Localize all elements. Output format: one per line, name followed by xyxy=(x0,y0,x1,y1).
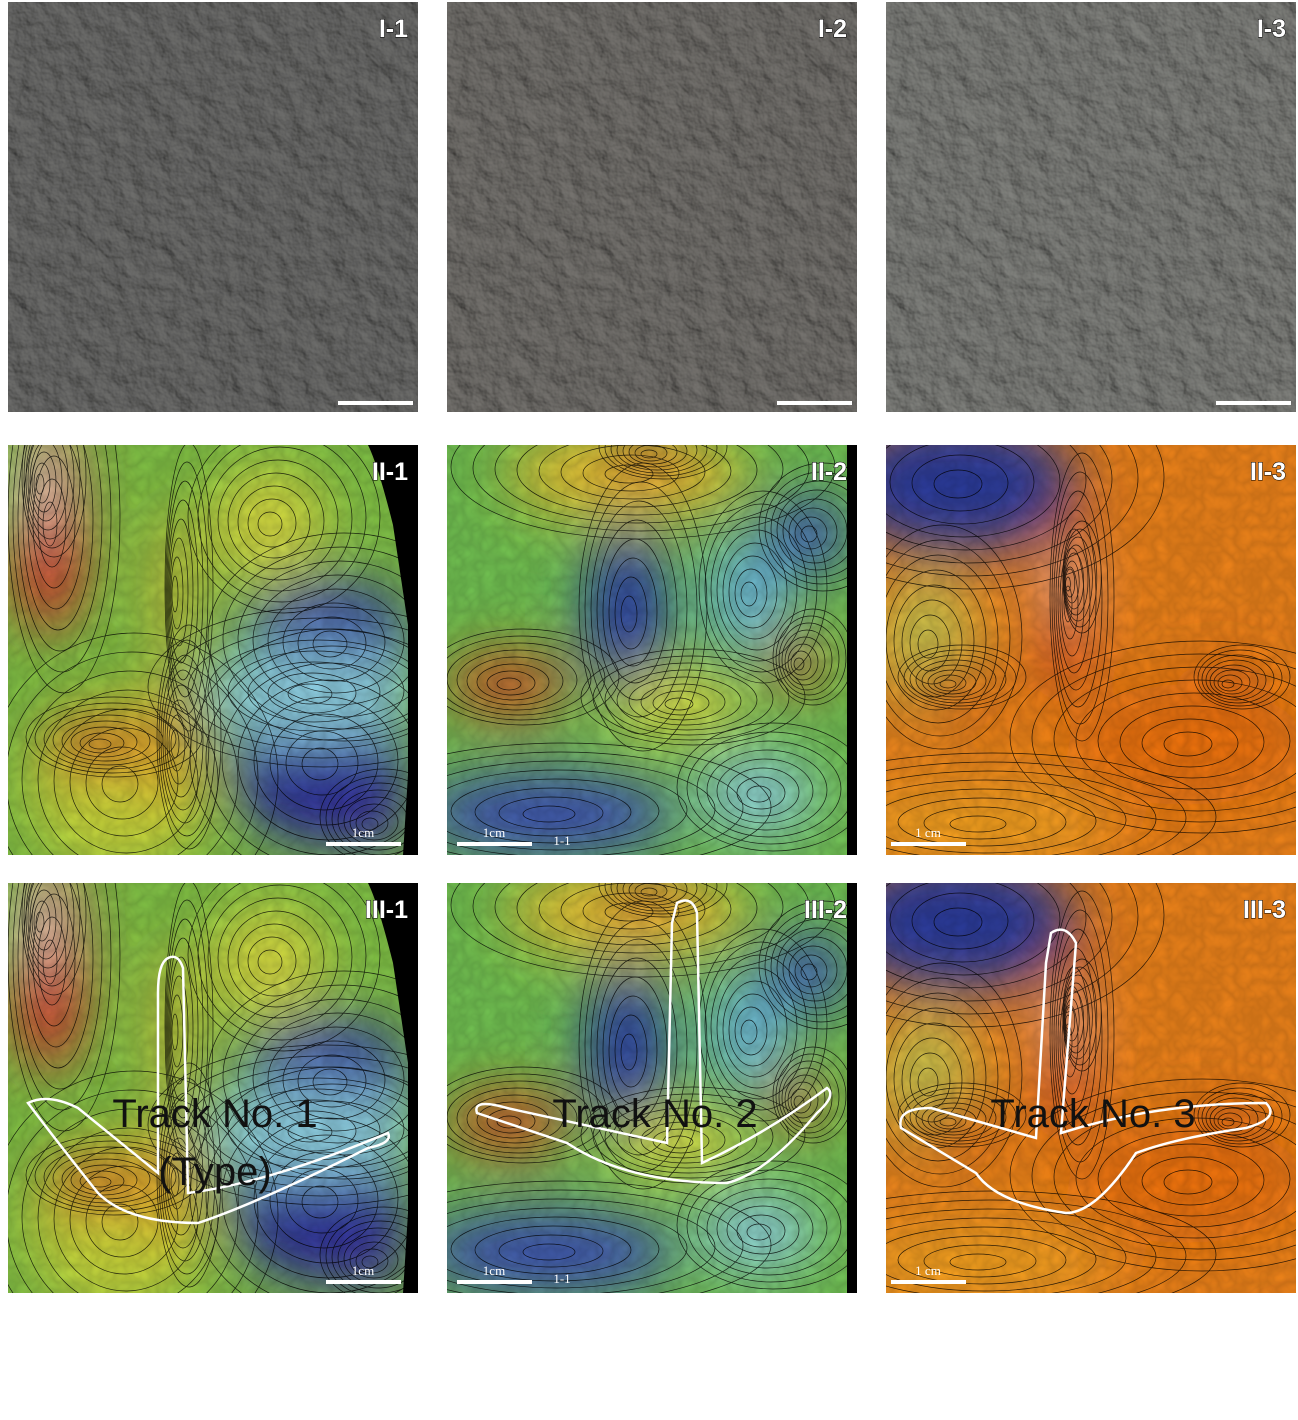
panel-label: I-3 xyxy=(1257,15,1286,43)
photo xyxy=(886,2,1296,412)
track-caption: Track No. 3 xyxy=(990,1092,1195,1136)
panel-label: I-1 xyxy=(379,15,408,43)
panel: II-2 1cm 1-1 xyxy=(355,395,887,871)
mask-edge xyxy=(847,883,857,1293)
scale-label: 1 cm xyxy=(915,825,941,840)
scale-label: 1cm xyxy=(352,825,374,840)
scale-label: 1cm xyxy=(352,1263,374,1278)
mask-edge xyxy=(847,445,857,855)
panel-label: III-2 xyxy=(804,896,847,924)
panel: I-2 xyxy=(447,2,857,412)
panel: I-1 xyxy=(8,2,418,412)
panel: II-1 1cm xyxy=(0,341,500,921)
scale-note: 1-1 xyxy=(553,1271,570,1286)
figure: I-1 I-2 I-3 II-1 1cm II-2 1cm 1-1 II-3 1 cm III-1 1… xyxy=(0,0,1298,1420)
track-caption: (Type) xyxy=(158,1150,271,1194)
panel: III-1 1cm xyxy=(0,779,500,1359)
scale-label: 1cm xyxy=(483,1263,505,1278)
scale-label: 1 cm xyxy=(915,1263,941,1278)
panel-label: II-2 xyxy=(811,458,847,486)
panel-label: I-2 xyxy=(818,15,847,43)
scale-note: 1-1 xyxy=(553,833,570,848)
track-caption: Track No. 1 xyxy=(112,1092,317,1136)
panel: III-2 1cm 1-1 xyxy=(355,833,887,1309)
panel-label: II-3 xyxy=(1250,458,1286,486)
photo xyxy=(447,2,857,412)
track-caption: Track No. 2 xyxy=(552,1092,757,1136)
photo xyxy=(8,2,418,412)
panel-label: III-3 xyxy=(1243,896,1286,924)
panel-label: II-1 xyxy=(372,458,408,486)
scale-label: 1cm xyxy=(483,825,505,840)
panel: I-3 xyxy=(886,2,1296,412)
panel-label: III-1 xyxy=(365,896,408,924)
